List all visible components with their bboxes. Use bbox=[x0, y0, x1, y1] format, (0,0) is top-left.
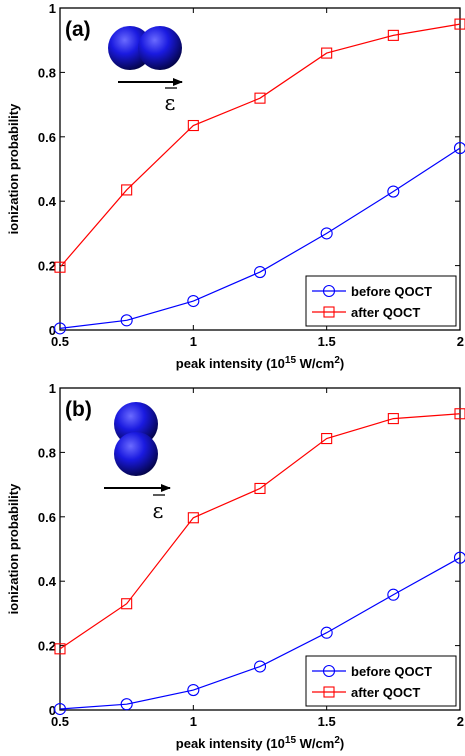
legend-label: after QOCT bbox=[351, 685, 420, 700]
panel-label: (a) bbox=[65, 18, 91, 41]
data-point-after bbox=[321, 433, 333, 445]
field-symbol: ε bbox=[153, 499, 164, 523]
y-tick-label: 0.6 bbox=[38, 130, 56, 145]
legend-box bbox=[305, 655, 457, 707]
data-point-after bbox=[121, 598, 133, 610]
atom-sphere bbox=[138, 26, 182, 70]
y-tick-label: 0.6 bbox=[38, 510, 56, 525]
data-point-after bbox=[254, 92, 266, 104]
legend: before QOCT after QOCT bbox=[305, 275, 457, 327]
data-point-after bbox=[454, 408, 465, 420]
y-tick-label: 0.2 bbox=[38, 259, 56, 274]
data-point-before bbox=[53, 322, 67, 335]
atom-sphere bbox=[114, 432, 158, 476]
legend: before QOCT after QOCT bbox=[305, 655, 457, 707]
data-point-before bbox=[187, 294, 200, 308]
x-axis-label: peak intensity (1015 W/cm2) bbox=[176, 355, 344, 371]
x-axis-label-part: W/cm bbox=[296, 356, 334, 371]
plot-frame bbox=[59, 7, 461, 331]
y-tick-label: 0 bbox=[49, 703, 56, 718]
molecule-illustration: ε bbox=[108, 26, 183, 115]
data-point-after bbox=[54, 643, 66, 655]
data-point-after bbox=[187, 119, 199, 132]
legend-label: before QOCT bbox=[351, 664, 432, 679]
data-point-after bbox=[321, 47, 333, 59]
data-point-before bbox=[187, 683, 200, 697]
data-point-after bbox=[121, 184, 133, 196]
data-point-after bbox=[387, 29, 399, 41]
y-axis-label: ionization probability bbox=[6, 103, 21, 234]
x-tick-label: 2 bbox=[457, 334, 464, 349]
x-axis-label-part: W/cm bbox=[296, 736, 334, 751]
data-point-before bbox=[320, 626, 333, 639]
x-axis-label-part: 2 bbox=[334, 355, 340, 366]
x-tick-label: 0.5 bbox=[51, 714, 69, 729]
data-point-before bbox=[120, 314, 133, 327]
plot-frame bbox=[59, 387, 461, 711]
field-symbol: ε bbox=[165, 91, 176, 115]
x-axis-label-part: 15 bbox=[285, 735, 297, 746]
legend-box bbox=[305, 275, 457, 327]
x-tick-label: 2 bbox=[457, 714, 464, 729]
data-point-before bbox=[320, 227, 333, 240]
data-point-before bbox=[453, 142, 465, 155]
y-tick-label: 1 bbox=[49, 381, 56, 396]
legend-marker-circle bbox=[322, 284, 336, 298]
x-axis-label-part: ) bbox=[340, 736, 344, 751]
series-line-before bbox=[59, 147, 461, 329]
x-axis-label-part: peak intensity (10 bbox=[176, 736, 285, 751]
legend-marker-square bbox=[323, 686, 335, 698]
data-point-before bbox=[453, 551, 465, 564]
x-axis-label-part: 2 bbox=[334, 735, 340, 746]
x-tick-label: 0.5 bbox=[51, 334, 69, 349]
x-tick-label: 1 bbox=[190, 714, 197, 729]
data-point-before bbox=[387, 185, 400, 198]
panel-label: (b) bbox=[65, 398, 92, 421]
y-tick-label: 0.4 bbox=[38, 574, 57, 589]
legend-marker-square bbox=[323, 306, 335, 318]
data-point-after bbox=[187, 512, 199, 524]
molecule-illustration: ε bbox=[104, 402, 171, 523]
data-point-after bbox=[54, 261, 66, 273]
x-axis-label-part: 15 bbox=[285, 355, 297, 366]
data-point-before bbox=[253, 265, 267, 279]
legend-label: after QOCT bbox=[351, 305, 420, 320]
x-axis-label-part: ) bbox=[340, 356, 344, 371]
y-tick-label: 0 bbox=[49, 323, 56, 338]
y-tick-label: 0.8 bbox=[38, 445, 56, 460]
x-tick-label: 1.5 bbox=[318, 334, 336, 349]
x-tick-label: 1.5 bbox=[318, 714, 336, 729]
y-tick-label: 1 bbox=[49, 1, 56, 16]
x-axis-label: peak intensity (1015 W/cm2) bbox=[176, 735, 344, 751]
data-point-after bbox=[254, 482, 266, 495]
x-tick-label: 1 bbox=[190, 334, 197, 349]
data-point-after bbox=[387, 413, 399, 425]
data-point-before bbox=[120, 698, 133, 711]
y-axis-label: ionization probability bbox=[6, 483, 21, 614]
series-line-before bbox=[59, 557, 461, 710]
legend-label: before QOCT bbox=[351, 284, 432, 299]
y-tick-label: 0.2 bbox=[38, 639, 56, 654]
data-point-before bbox=[253, 660, 267, 673]
legend-marker-circle bbox=[322, 664, 336, 678]
x-axis-label-part: peak intensity (10 bbox=[176, 356, 285, 371]
data-point-before bbox=[387, 588, 400, 601]
series-line-after bbox=[59, 413, 461, 650]
series-line-after bbox=[59, 23, 461, 268]
y-tick-label: 0.4 bbox=[38, 194, 57, 209]
data-point-before bbox=[53, 702, 67, 716]
y-tick-label: 0.8 bbox=[38, 65, 56, 80]
data-point-after bbox=[454, 18, 465, 30]
